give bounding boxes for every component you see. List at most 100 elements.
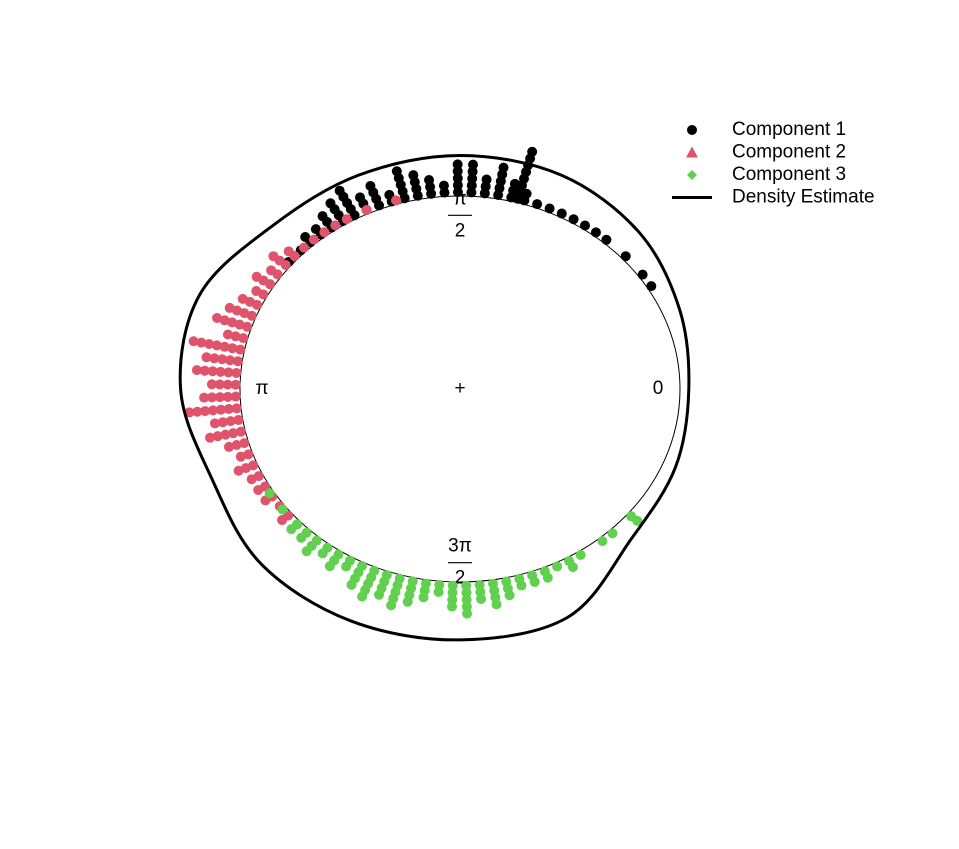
data-point <box>214 379 225 390</box>
data-point <box>355 192 366 203</box>
data-point <box>235 451 246 462</box>
data-point <box>575 549 586 560</box>
data-point <box>205 432 216 443</box>
data-point <box>544 203 555 214</box>
data-point <box>509 178 520 189</box>
data-point <box>225 416 236 427</box>
data-point <box>207 392 218 403</box>
data-point <box>341 214 352 225</box>
data-point <box>268 251 279 262</box>
data-point <box>365 180 376 191</box>
data-point <box>227 343 238 354</box>
data-point <box>228 428 239 439</box>
legend-marker <box>686 146 698 158</box>
data-point <box>251 286 262 297</box>
data-point <box>330 220 341 231</box>
data-point <box>201 352 212 363</box>
data-point <box>219 341 230 352</box>
data-point <box>215 404 226 415</box>
data-point <box>233 415 244 426</box>
data-point <box>209 353 220 364</box>
data-point <box>211 340 222 351</box>
data-point <box>620 251 631 262</box>
data-point <box>251 271 262 282</box>
data-point <box>196 337 207 348</box>
data-point <box>498 162 509 173</box>
data-point <box>217 354 228 365</box>
data-point <box>222 379 233 390</box>
data-point <box>233 465 244 476</box>
data-point <box>283 246 294 257</box>
data-point <box>476 593 487 604</box>
tick-label-part: 2 <box>455 220 466 241</box>
data-point <box>200 406 211 417</box>
data-point <box>452 173 463 184</box>
tick-label: π <box>255 378 268 399</box>
data-point <box>334 185 345 196</box>
data-point <box>225 355 236 366</box>
data-point <box>462 608 473 619</box>
data-point <box>235 344 246 355</box>
data-point <box>402 596 413 607</box>
data-point <box>286 524 297 535</box>
data-point <box>230 331 241 342</box>
data-point <box>238 333 249 344</box>
data-point <box>408 170 419 181</box>
center-mark: + <box>454 378 465 399</box>
data-point <box>199 392 210 403</box>
data-point <box>324 561 335 572</box>
data-point <box>242 321 253 332</box>
data-point <box>418 592 429 603</box>
data-point <box>246 474 257 485</box>
data-point <box>231 440 242 451</box>
density-curve <box>178 153 691 642</box>
data-point <box>433 586 444 597</box>
data-point <box>532 199 543 210</box>
data-point <box>214 392 225 403</box>
tick-label-part: 3π <box>448 536 472 557</box>
data-point <box>446 601 457 612</box>
data-point <box>357 591 368 602</box>
data-point <box>452 159 463 170</box>
data-point <box>568 214 579 225</box>
data-point <box>452 166 463 177</box>
data-point <box>230 391 241 402</box>
data-point <box>542 572 553 583</box>
data-point <box>222 329 233 340</box>
data-point <box>552 561 563 572</box>
data-point <box>220 429 231 440</box>
data-point <box>317 548 328 559</box>
data-point <box>206 379 217 390</box>
data-point <box>191 365 202 376</box>
data-point <box>231 403 242 414</box>
data-point <box>384 189 395 200</box>
data-point <box>504 590 515 601</box>
data-point <box>227 317 238 328</box>
data-point <box>296 532 307 543</box>
data-point <box>491 599 502 610</box>
legend-marker <box>687 125 697 135</box>
data-point <box>224 441 235 452</box>
data-point <box>632 515 643 526</box>
data-point <box>310 224 321 235</box>
data-point <box>204 339 215 350</box>
data-point <box>529 576 540 587</box>
data-point <box>391 166 402 177</box>
tick-label-part: 2 <box>455 568 466 589</box>
data-point <box>452 187 463 198</box>
data-point <box>207 366 218 377</box>
data-point <box>235 426 246 437</box>
legend-label: Density Estimate <box>732 187 875 208</box>
tick-label: 3π/2 <box>448 536 472 589</box>
data-point <box>527 146 538 157</box>
data-point <box>266 265 277 276</box>
data-point <box>212 312 223 323</box>
data-point <box>222 391 233 402</box>
data-point <box>341 561 352 572</box>
data-point <box>374 589 385 600</box>
data-point <box>237 293 248 304</box>
data-point <box>468 159 479 170</box>
data-point <box>301 546 312 557</box>
data-point <box>646 281 657 292</box>
